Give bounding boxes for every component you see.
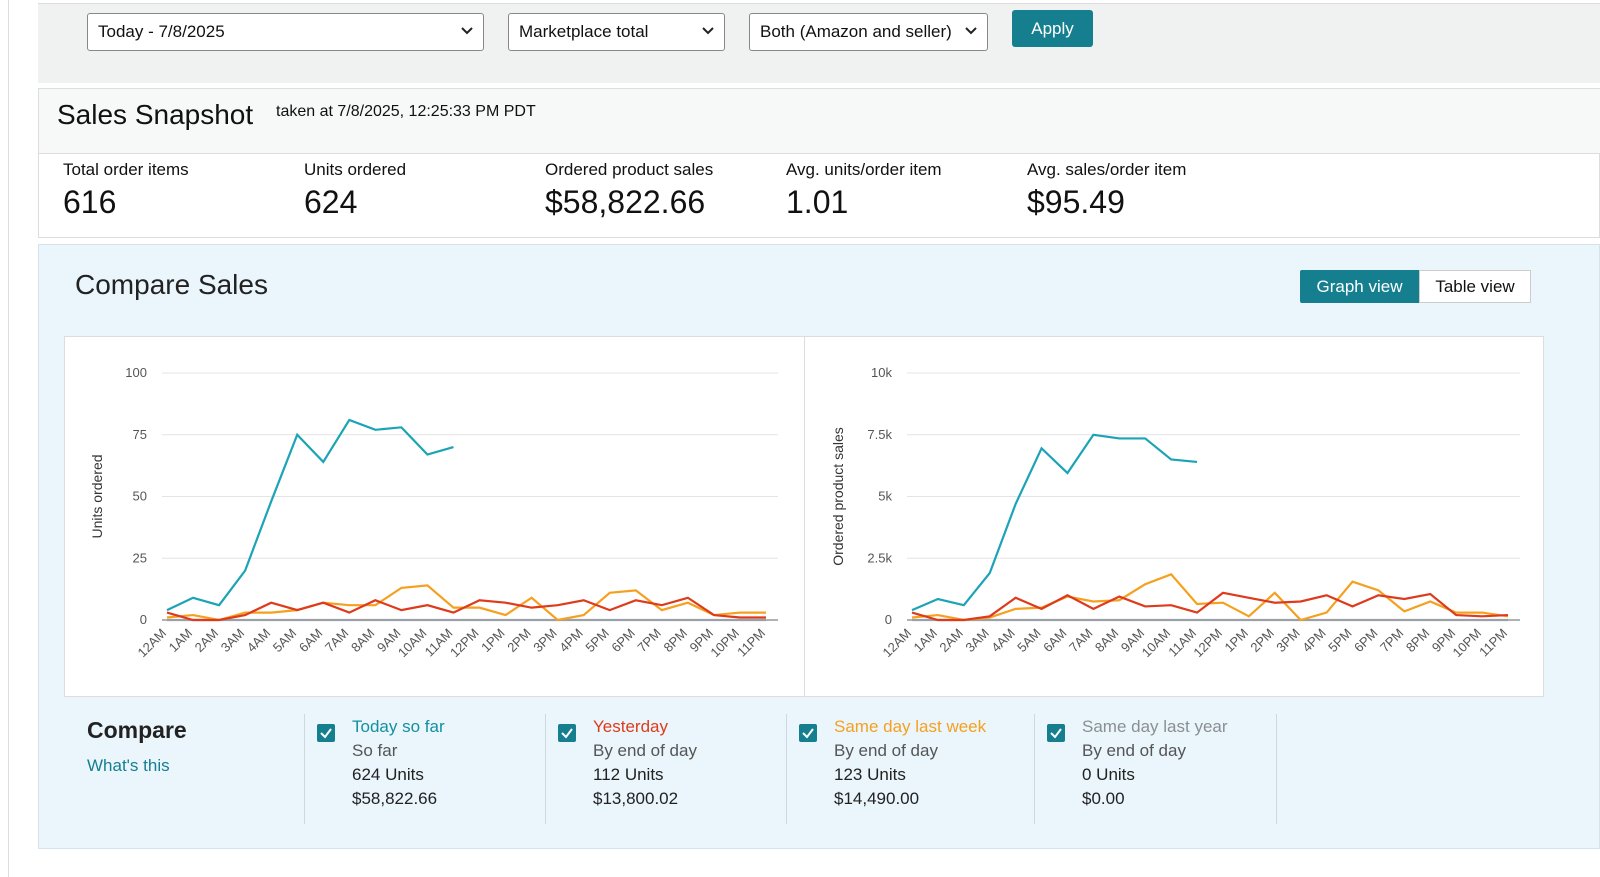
- chevron: [702, 27, 714, 35]
- metric-value: $58,822.66: [545, 184, 706, 220]
- graph-view-button[interactable]: Graph view: [1300, 270, 1419, 303]
- check: [320, 728, 332, 739]
- whats-this-link[interactable]: What's this: [87, 756, 170, 775]
- chevron: [461, 27, 473, 35]
- date-dropdown[interactable]: Today - 7/8/2025: [87, 13, 484, 51]
- compare-item: Yesterday By end of day 112 Units $13,800.0…: [545, 714, 787, 824]
- item-period: By end of day: [1082, 741, 1186, 760]
- item-period: So far: [352, 741, 398, 760]
- check: [1050, 728, 1062, 739]
- compare-sales-title: Compare Sales: [75, 269, 268, 300]
- item-name: Today so far: [352, 717, 445, 736]
- marketplace-text: Marketplace total: [519, 22, 649, 41]
- series-line: [166, 584, 766, 622]
- item-units: 123 Units: [834, 765, 906, 784]
- check: [802, 728, 814, 739]
- y-tick-label: 5k: [878, 489, 892, 504]
- y-tick-label: 10k: [871, 365, 892, 380]
- item-sales: $0.00: [1082, 789, 1125, 808]
- y-axis-label: Units ordered: [89, 454, 105, 538]
- y-tick-label: 25: [133, 550, 147, 565]
- y-tick-label: 7.5k: [867, 427, 892, 442]
- snapshot-panel: [38, 88, 1600, 238]
- series-line: [911, 591, 1509, 622]
- item-sales: $13,800.02: [593, 789, 679, 808]
- series-line: [166, 596, 766, 622]
- marketplace-dropdown[interactable]: Marketplace total: [508, 13, 725, 51]
- chevron: [965, 27, 977, 35]
- metric-value: 1.01: [786, 184, 849, 220]
- item-name: Same day last year: [1082, 717, 1228, 736]
- compare-item: Same day last year By end of day 0 Units $0…: [1034, 714, 1277, 824]
- snapshot-time: taken at 7/8/2025, 12:25:33 PM PDT: [276, 103, 536, 120]
- table-view-button[interactable]: Table view: [1419, 270, 1531, 303]
- metric-label: Avg. units/order item: [786, 160, 942, 179]
- metric-label: Ordered product sales: [545, 160, 714, 179]
- item-units: 112 Units: [593, 765, 664, 784]
- fulfillment-text: Both (Amazon and seller): [760, 22, 952, 41]
- item-name: Yesterday: [593, 717, 668, 736]
- y-tick-label: 0: [885, 612, 892, 627]
- metric-value: 616: [63, 184, 117, 220]
- checkbox[interactable]: [1047, 724, 1065, 742]
- fulfillment-dropdown[interactable]: Both (Amazon and seller): [749, 13, 988, 51]
- item-period: By end of day: [593, 741, 697, 760]
- snapshot-header: [39, 89, 1600, 154]
- item-period: By end of day: [834, 741, 938, 760]
- y-axis-label: Ordered product sales: [830, 427, 846, 566]
- snapshot-title: Sales Snapshot: [57, 99, 254, 130]
- y-tick-label: 75: [133, 427, 147, 442]
- series-line: [166, 418, 454, 612]
- y-tick-label: 50: [133, 489, 147, 504]
- date-text: Today - 7/8/2025: [98, 22, 225, 41]
- left-border: [8, 0, 9, 877]
- apply-button[interactable]: Apply: [1012, 10, 1093, 47]
- checkbox[interactable]: [558, 724, 576, 742]
- metric-value: 624: [304, 184, 358, 220]
- checkbox[interactable]: [799, 724, 817, 742]
- chart-box: [804, 336, 1544, 697]
- y-tick-label: 100: [125, 365, 147, 380]
- y-tick-label: 2.5k: [867, 550, 892, 565]
- item-units: 0 Units: [1082, 765, 1135, 784]
- chart-box: [64, 336, 805, 697]
- series-line: [911, 433, 1198, 612]
- metric-value: $95.49: [1027, 184, 1125, 220]
- y-tick-label: 0: [140, 612, 147, 627]
- check: [561, 728, 573, 739]
- item-sales: $14,490.00: [834, 789, 920, 808]
- checkbox[interactable]: [317, 724, 335, 742]
- metric-label: Avg. sales/order item: [1027, 160, 1187, 179]
- compare-item: Same day last week By end of day 123 Units…: [786, 714, 1028, 824]
- item-sales: $58,822.66: [352, 789, 438, 808]
- metric-label: Total order items: [63, 160, 189, 179]
- metric-label: Units ordered: [304, 160, 407, 179]
- charts: 025507510012AM1AM2AM3AM4AM5AM6AM7AM8AM9A…: [64, 336, 1544, 697]
- item-name: Same day last week: [834, 717, 987, 736]
- compare-item: Today so far So far 624 Units $58,822.66: [304, 714, 546, 824]
- compare-title: Compare: [87, 717, 187, 743]
- item-units: 624 Units: [352, 765, 424, 784]
